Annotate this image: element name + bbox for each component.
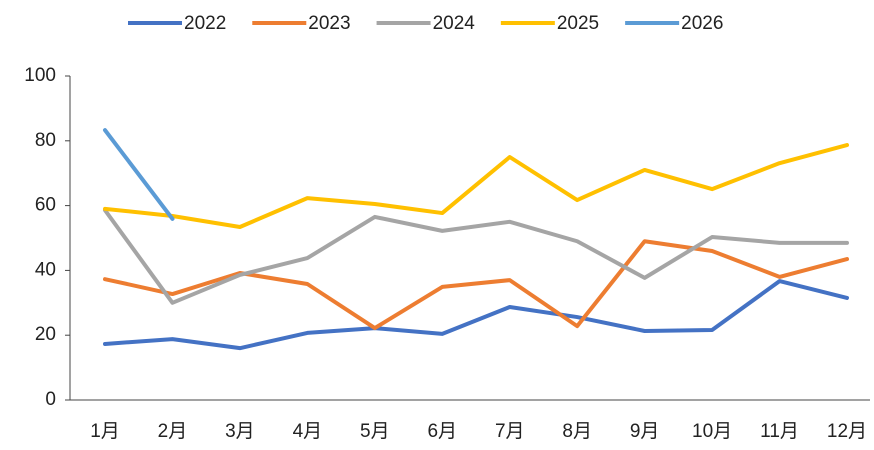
x-tick-label: 6月 bbox=[427, 421, 457, 442]
x-tick-label: 11月 bbox=[760, 421, 799, 442]
legend-label: 2025 bbox=[557, 13, 599, 34]
legend-label: 2022 bbox=[184, 13, 226, 34]
series-line bbox=[103, 239, 849, 331]
y-tick-label: 20 bbox=[35, 324, 56, 345]
x-tick-label: 12月 bbox=[827, 421, 867, 442]
x-tick-label: 9月 bbox=[630, 421, 660, 442]
series-line bbox=[103, 143, 849, 229]
x-tick-label: 8月 bbox=[562, 421, 592, 442]
x-tick-label: 7月 bbox=[495, 421, 525, 442]
series-line bbox=[103, 279, 849, 351]
series-line bbox=[103, 128, 175, 221]
x-tick-label: 10月 bbox=[692, 421, 732, 442]
y-tick-label: 80 bbox=[35, 130, 56, 151]
legend-label: 2026 bbox=[681, 13, 723, 34]
legend-label: 2023 bbox=[308, 13, 350, 34]
legend-label: 2024 bbox=[433, 13, 476, 34]
x-tick-label: 4月 bbox=[293, 421, 323, 442]
series-line bbox=[103, 208, 849, 305]
x-tick-label: 3月 bbox=[225, 421, 255, 442]
y-tick-label: 60 bbox=[35, 195, 56, 216]
x-tick-label: 5月 bbox=[360, 421, 390, 442]
x-tick-label: 2月 bbox=[158, 421, 188, 442]
y-tick-label: 40 bbox=[35, 259, 56, 280]
x-tick-label: 1月 bbox=[90, 421, 120, 442]
y-tick-label: 0 bbox=[45, 389, 56, 410]
y-tick-label: 100 bbox=[24, 65, 56, 86]
